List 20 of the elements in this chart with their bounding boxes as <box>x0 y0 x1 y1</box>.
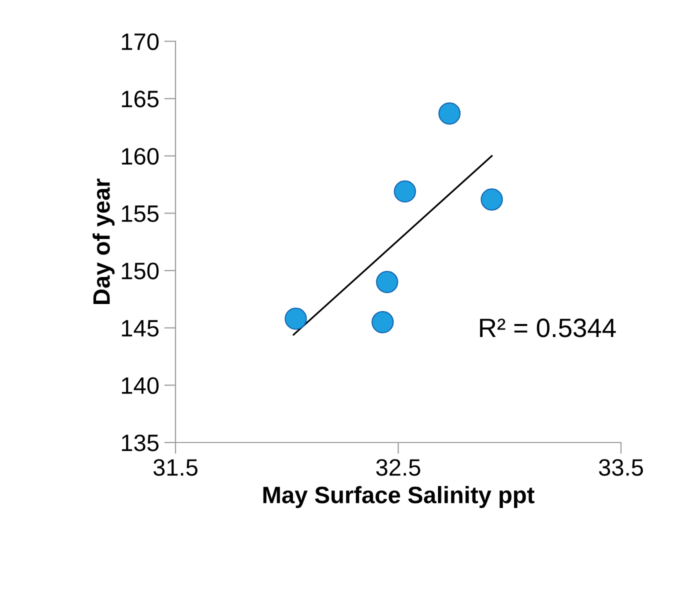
y-tick-label: 135 <box>122 434 159 452</box>
point <box>394 180 416 203</box>
annotation: R² = 0.5344 <box>480 318 616 338</box>
x-tick-label: 33.5 <box>598 459 643 476</box>
point <box>372 311 394 334</box>
y-tick-label: 165 <box>122 90 159 108</box>
y-tick-label: 155 <box>122 206 159 222</box>
y-tick-label: 150 <box>122 262 159 280</box>
point <box>480 188 503 211</box>
point <box>376 270 398 294</box>
point <box>438 102 461 125</box>
y-tick-label: 140 <box>122 377 159 394</box>
y-tick-label: 170 <box>122 33 159 50</box>
x-axis-title: May Surface Salinity ppt <box>263 486 534 508</box>
x-tick-label: 32.5 <box>376 459 420 476</box>
x-tick-label: 31.5 <box>153 459 198 476</box>
point <box>284 308 307 330</box>
y-tick-label: 160 <box>122 148 159 165</box>
y-axis-title: Day of year <box>92 178 115 304</box>
y-tick-label: 145 <box>122 320 159 337</box>
